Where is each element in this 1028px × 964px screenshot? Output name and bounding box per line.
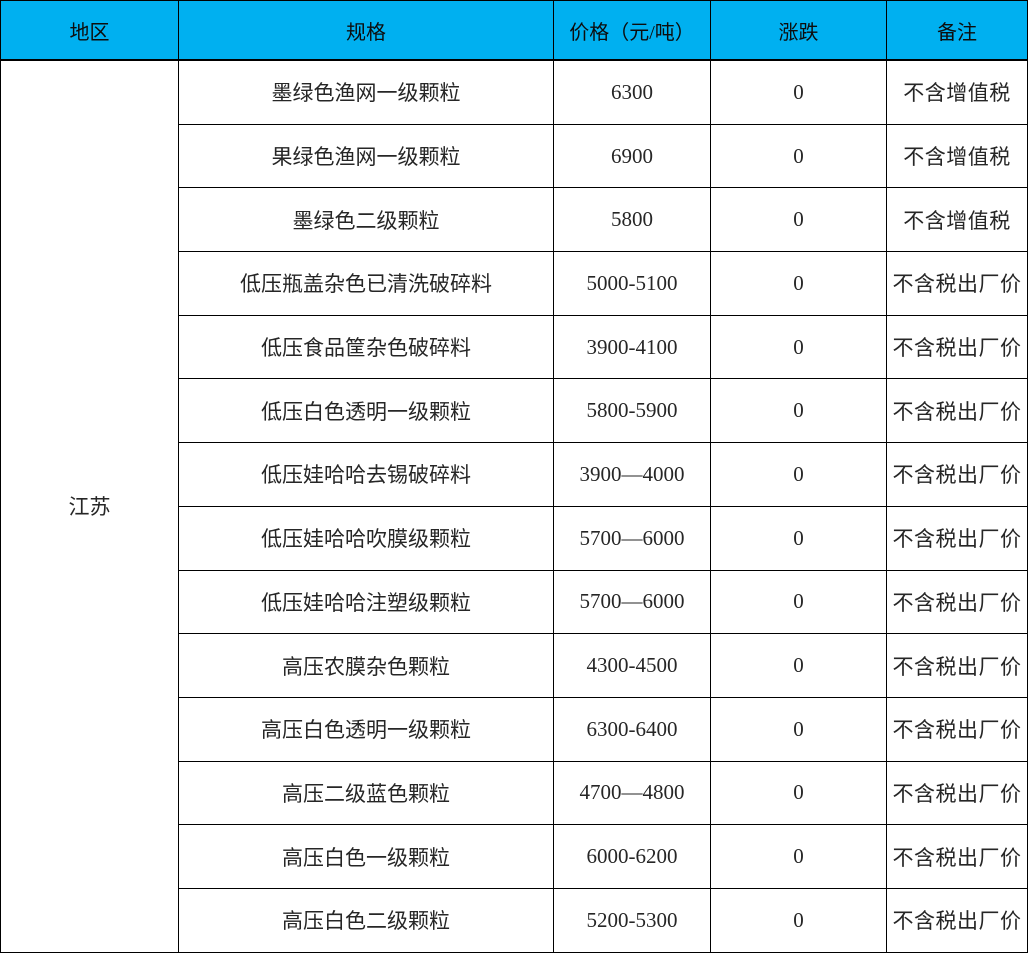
table-row: 果绿色渔网一级颗粒 6900 0 不含增值税 (1, 123, 1028, 189)
change-cell: 0 (710, 314, 887, 380)
spec-cell: 低压瓶盖杂色已清洗破碎料 (178, 251, 554, 316)
note-cell: 不含税出厂价 (886, 251, 1028, 316)
change-cell: 0 (710, 633, 887, 698)
change-cell: 0 (710, 59, 887, 125)
price-cell: 5700—6000 (553, 505, 711, 571)
table-row: 高压白色透明一级颗粒 6300-6400 0 不含税出厂价 (1, 696, 1028, 762)
price-cell: 6000-6200 (553, 824, 711, 889)
change-cell: 0 (710, 696, 887, 762)
change-cell: 0 (710, 887, 887, 953)
spec-cell: 高压白色一级颗粒 (178, 824, 554, 889)
note-cell: 不含税出厂价 (886, 569, 1028, 635)
price-cell: 3900—4000 (553, 442, 711, 507)
spec-cell: 高压白色透明一级颗粒 (178, 696, 554, 762)
change-cell: 0 (710, 123, 887, 189)
change-cell: 0 (710, 505, 887, 571)
table-row: 低压瓶盖杂色已清洗破碎料 5000-5100 0 不含税出厂价 (1, 251, 1028, 316)
spec-cell: 果绿色渔网一级颗粒 (178, 123, 554, 189)
spec-cell: 墨绿色渔网一级颗粒 (178, 59, 554, 125)
table-row: 低压白色透明一级颗粒 5800-5900 0 不含税出厂价 (1, 378, 1028, 444)
note-cell: 不含税出厂价 (886, 314, 1028, 380)
table-row: 低压娃哈哈去锡破碎料 3900—4000 0 不含税出厂价 (1, 442, 1028, 507)
price-cell: 5000-5100 (553, 251, 711, 316)
note-cell: 不含税出厂价 (886, 824, 1028, 889)
spec-cell: 低压食品筐杂色破碎料 (178, 314, 554, 380)
price-cell: 5800-5900 (553, 378, 711, 444)
note-cell: 不含增值税 (886, 187, 1028, 253)
spec-cell: 低压娃哈哈去锡破碎料 (178, 442, 554, 507)
table-row: 江苏 墨绿色渔网一级颗粒 6300 0 不含增值税 (0, 59, 1028, 953)
change-cell: 0 (710, 378, 887, 444)
column-header-note: 备注 (886, 0, 1028, 61)
spec-cell: 低压白色透明一级颗粒 (178, 378, 554, 444)
price-cell: 6300 (553, 59, 711, 125)
column-header-price: 价格（元/吨） (553, 0, 711, 61)
table-row: 低压食品筐杂色破碎料 3900-4100 0 不含税出厂价 (1, 314, 1028, 380)
price-cell: 4700—4800 (553, 760, 711, 826)
column-header-region: 地区 (0, 0, 179, 61)
table-row: 墨绿色二级颗粒 5800 0 不含增值税 (1, 187, 1028, 253)
table-row: 高压农膜杂色颗粒 4300-4500 0 不含税出厂价 (1, 633, 1028, 698)
spec-cell: 低压娃哈哈吹膜级颗粒 (178, 505, 554, 571)
price-cell: 5200-5300 (553, 887, 711, 953)
note-cell: 不含税出厂价 (886, 442, 1028, 507)
table-row: 低压娃哈哈注塑级颗粒 5700—6000 0 不含税出厂价 (1, 569, 1028, 635)
spec-cell: 高压二级蓝色颗粒 (178, 760, 554, 826)
note-cell: 不含税出厂价 (886, 378, 1028, 444)
note-cell: 不含税出厂价 (886, 696, 1028, 762)
change-cell: 0 (710, 442, 887, 507)
spec-cell: 高压农膜杂色颗粒 (178, 633, 554, 698)
note-cell: 不含税出厂价 (886, 887, 1028, 953)
table-header-row: 地区 规格 价格（元/吨） 涨跌 备注 (0, 0, 1028, 61)
change-cell: 0 (710, 187, 887, 253)
change-cell: 0 (710, 569, 887, 635)
price-cell: 6900 (553, 123, 711, 189)
price-cell: 4300-4500 (553, 633, 711, 698)
note-cell: 不含增值税 (886, 123, 1028, 189)
note-cell: 不含税出厂价 (886, 505, 1028, 571)
table-row: 高压白色二级颗粒 5200-5300 0 不含税出厂价 (1, 887, 1028, 953)
spec-cell: 墨绿色二级颗粒 (178, 187, 554, 253)
change-cell: 0 (710, 824, 887, 889)
note-cell: 不含税出厂价 (886, 760, 1028, 826)
table-row: 高压白色一级颗粒 6000-6200 0 不含税出厂价 (1, 824, 1028, 889)
spec-cell: 低压娃哈哈注塑级颗粒 (178, 569, 554, 635)
column-header-change: 涨跌 (710, 0, 887, 61)
price-cell: 5700—6000 (553, 569, 711, 635)
note-cell: 不含税出厂价 (886, 633, 1028, 698)
price-cell: 6300-6400 (553, 696, 711, 762)
price-cell: 5800 (553, 187, 711, 253)
change-cell: 0 (710, 760, 887, 826)
price-cell: 3900-4100 (553, 314, 711, 380)
spec-cell: 高压白色二级颗粒 (178, 887, 554, 953)
table-row: 低压娃哈哈吹膜级颗粒 5700—6000 0 不含税出厂价 (1, 505, 1028, 571)
note-cell: 不含增值税 (886, 59, 1028, 125)
change-cell: 0 (710, 251, 887, 316)
column-header-spec: 规格 (178, 0, 554, 61)
region-cell: 江苏 (0, 59, 179, 953)
table-row: 高压二级蓝色颗粒 4700—4800 0 不含税出厂价 (1, 760, 1028, 826)
